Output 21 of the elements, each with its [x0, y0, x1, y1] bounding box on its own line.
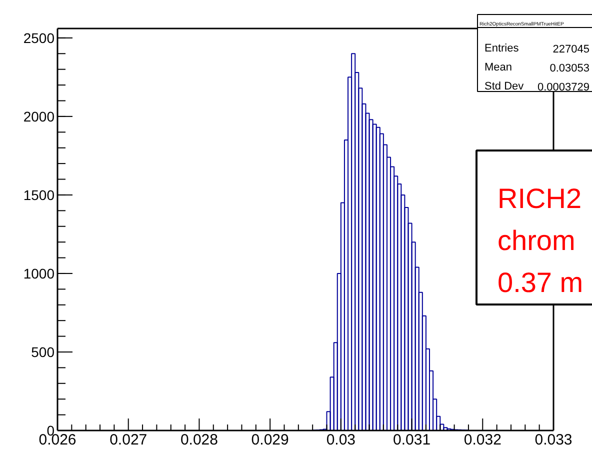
annotation: Entries	[484, 42, 520, 54]
annotation: 0.03053	[550, 62, 590, 74]
y-tick-label: 500	[31, 344, 55, 360]
annotation: Std Dev	[484, 80, 524, 92]
x-tick-label: 0.03	[326, 432, 356, 448]
y-tick-label: 2500	[23, 30, 55, 46]
y-tick-label: 2000	[23, 108, 55, 124]
x-tick-label: 0.028	[180, 432, 218, 448]
annotation: Mean	[484, 62, 512, 74]
annotation: 0.37 m	[498, 267, 584, 298]
x-tick-label: 0.029	[251, 432, 289, 448]
y-tick-label: 1500	[23, 186, 55, 203]
annotation: 227045	[552, 44, 590, 56]
y-tick-label: 1000	[23, 265, 55, 282]
x-tick-label: 0.032	[464, 432, 502, 448]
annotation: RICH2	[498, 183, 582, 214]
x-tick-label: 0.027	[110, 432, 148, 448]
x-tick-label: 0.031	[393, 432, 431, 448]
annotation: chrom	[498, 225, 576, 256]
x-tick-label: 0.033	[534, 432, 572, 448]
annotation: 0.0003729	[538, 82, 590, 94]
